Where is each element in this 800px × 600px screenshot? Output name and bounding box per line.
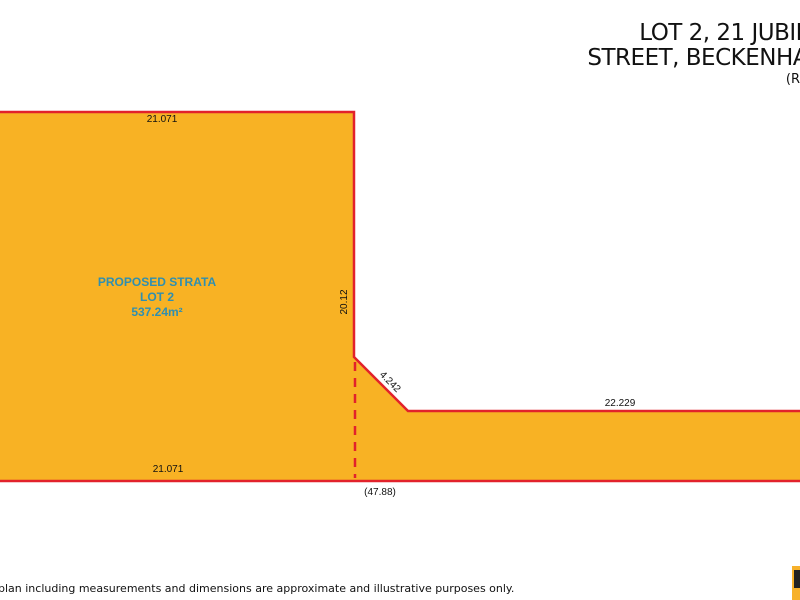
- lot-area: 537.24m²: [131, 305, 182, 319]
- agency-logo: [792, 566, 800, 600]
- dim-bottom: 21.071: [153, 464, 184, 475]
- dim-total: (47.88): [364, 487, 396, 498]
- dim-top: 21.071: [147, 114, 178, 125]
- lot-2-parcel: [0, 110, 800, 483]
- disclaimer: plan including measurements and dimensio…: [0, 582, 515, 595]
- dim-access-leg: 22.229: [605, 398, 636, 409]
- title-line-2: STREET, BECKENHA: [587, 45, 800, 71]
- title-line-1: LOT 2, 21 JUBIL: [639, 20, 800, 46]
- title-subtitle: (R: [785, 72, 800, 87]
- lot-name-line2: LOT 2: [140, 290, 174, 304]
- lot-name-line1: PROPOSED STRATA: [98, 275, 217, 289]
- dim-right-vertical: 20.12: [339, 289, 350, 314]
